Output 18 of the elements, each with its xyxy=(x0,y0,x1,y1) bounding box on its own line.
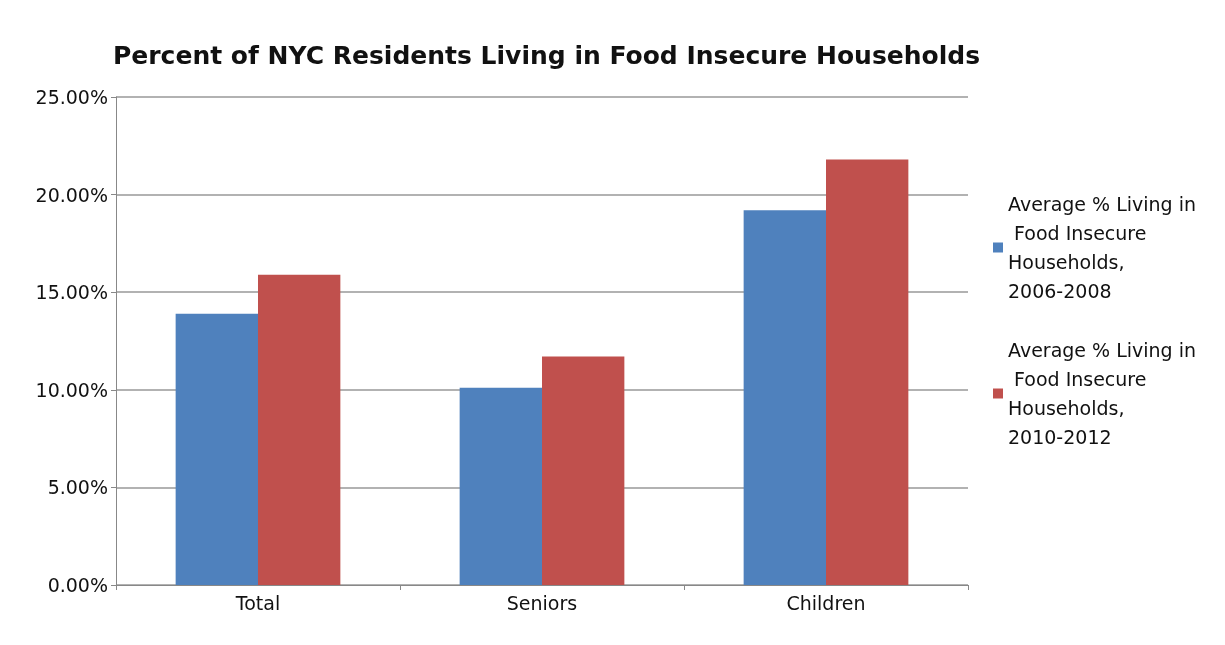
bar xyxy=(542,356,625,585)
x-tick-label: Children xyxy=(786,591,866,614)
x-tick-label: Seniors xyxy=(506,591,578,614)
bar xyxy=(459,387,542,585)
legend-label: Average % Living in Food Insecure Households, 2006-2008 xyxy=(1008,193,1197,302)
y-tick-label: 5.00% xyxy=(47,476,108,499)
bar xyxy=(743,210,826,585)
legend-label: Average % Living in Food Insecure Households, 2010-2012 xyxy=(1008,339,1197,448)
y-tick-label: 10.00% xyxy=(35,378,108,401)
y-tick-label: 20.00% xyxy=(35,183,108,206)
y-tick-label: 0.00% xyxy=(47,574,108,596)
bar xyxy=(258,274,341,585)
x-tick-label: Total xyxy=(234,591,281,614)
bar xyxy=(175,313,258,585)
y-tick-label: 15.00% xyxy=(35,281,108,304)
bar xyxy=(826,159,909,585)
y-tick-label: 25.00% xyxy=(35,86,108,108)
chart-title: Percent of NYC Residents Living in Food Insecure Households xyxy=(113,41,981,70)
